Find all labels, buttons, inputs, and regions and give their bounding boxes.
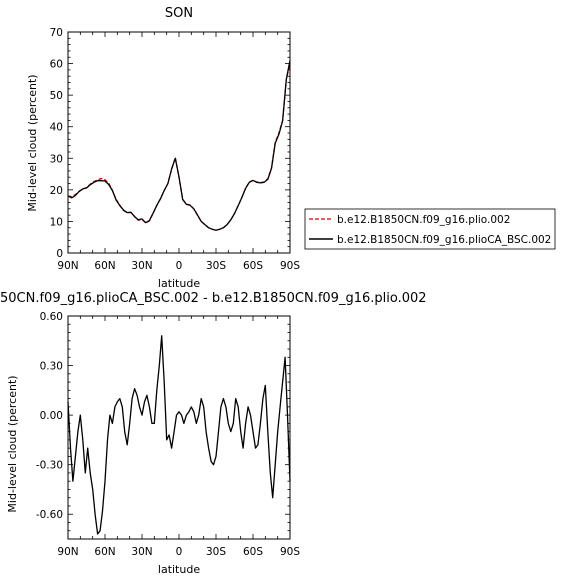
bottom-series-line-0 [67, 335, 291, 535]
top-ytick-label: 70 [50, 27, 63, 39]
bottom-xtick-label: 90N [57, 546, 78, 558]
bottom-ytick-label: -0.60 [36, 509, 63, 521]
top-xtick-label: 0 [176, 260, 183, 272]
top-title: SON [165, 6, 193, 21]
bottom-ytick-label: 0.30 [40, 361, 63, 373]
legend-label-plio: b.e12.B1850CN.f09_g16.plio.002 [337, 214, 510, 226]
bottom-xtick-label: 0 [176, 546, 183, 558]
bottom-xlabel: latitude [158, 563, 200, 576]
top-series-line-0 [67, 63, 291, 231]
top-xlabel: latitude [158, 277, 200, 290]
bottom-xtick-label: 60N [94, 546, 115, 558]
top-xtick-label: 90S [280, 260, 300, 272]
bottom-plot-area: 90N 60N 30N 0 30S 60S 90S 0.60 0.30 0.00 -0.30 -0.6… [36, 311, 301, 558]
legend: b.e12.B1850CN.f09_g16.plio.002 b.e12.B18… [304, 208, 556, 250]
bottom-ylabel: Mid-level cloud (percent) [6, 375, 19, 512]
bottom-panel: b.e12.B1850CN.f09_g16.plioCA_BSC.002 - b… [0, 291, 427, 576]
top-xtick-label: 30N [131, 260, 152, 272]
bottom-ytick-label: -0.30 [36, 460, 63, 472]
legend-box [304, 208, 556, 250]
top-panel: SON Mid-level cloud (percent) 90N 60N 30N 0… [26, 6, 300, 290]
bottom-xtick-label: 60S [243, 546, 263, 558]
bottom-ytick-label: 0.00 [40, 410, 63, 422]
top-ytick-label: 30 [50, 153, 63, 165]
top-plot-area: 90N 60N 30N 0 30S 60S 90S 0 10 20 30 40 50 60 70 [50, 27, 301, 272]
top-series-line-1 [67, 60, 291, 231]
top-xtick-label: 60N [94, 260, 115, 272]
top-ytick-label: 20 [50, 185, 63, 197]
top-ytick-label: 50 [50, 90, 63, 102]
top-ytick-label: 0 [56, 248, 63, 260]
bottom-title: b.e12.B1850CN.f09_g16.plioCA_BSC.002 - b… [0, 291, 427, 306]
bottom-xtick-label: 90S [280, 546, 300, 558]
top-xtick-label: 60S [243, 260, 263, 272]
bottom-frame [67, 315, 291, 540]
bottom-xtick-label: 30N [131, 546, 152, 558]
top-ytick-label: 40 [50, 122, 63, 134]
legend-label-pliocabsc: b.e12.B1850CN.f09_g16.plioCA_BSC.002 [337, 234, 551, 246]
top-frame [67, 31, 291, 254]
bottom-ytick-label: 0.60 [40, 311, 63, 323]
top-xtick-label: 90N [57, 260, 78, 272]
top-ytick-label: 60 [50, 59, 63, 71]
top-ylabel: Mid-level cloud (percent) [26, 74, 39, 211]
top-xtick-label: 30S [206, 260, 226, 272]
top-ytick-label: 10 [50, 216, 63, 228]
bottom-xtick-label: 30S [206, 546, 226, 558]
